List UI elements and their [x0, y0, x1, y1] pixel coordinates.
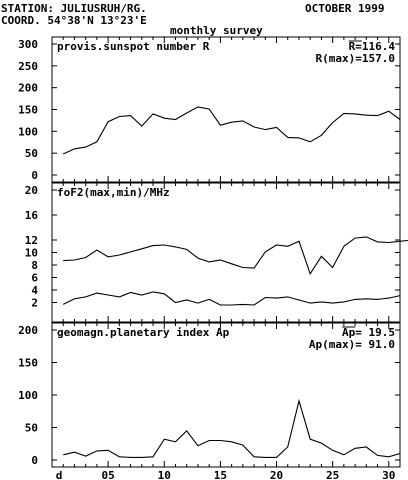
y-tick-label: 0	[31, 169, 38, 182]
y-tick-label: 100	[18, 125, 38, 138]
panel-title-3: geomagn.planetary index Ap	[57, 326, 230, 339]
y-tick-label: 150	[18, 357, 38, 370]
y-tick-label: 8	[31, 259, 38, 272]
x-tick-label: 30	[382, 469, 395, 480]
y-tick-label: 200	[18, 324, 38, 337]
y-tick-label: 2	[31, 297, 38, 310]
y-tick-label: 6	[31, 272, 38, 285]
panel-annotation: R=116.4	[349, 40, 396, 53]
y-tick-label: 16	[25, 209, 39, 222]
y-tick-label: 20	[25, 184, 38, 197]
y-tick-label: 50	[25, 147, 38, 160]
x-tick-label: 10	[158, 469, 171, 480]
series-line-1-1	[62, 106, 401, 155]
panel-annotation: Ap= 19.5	[342, 326, 395, 339]
x-tick-label: 20	[270, 469, 283, 480]
x-tick-label: 25	[326, 469, 339, 480]
y-tick-label: 0	[31, 454, 38, 467]
panel-annotation: Ap(max)= 91.0	[309, 338, 395, 351]
panel-title-2: foF2(max,min)/MHz	[57, 186, 170, 199]
y-tick-label: 150	[18, 104, 38, 117]
survey-label: monthly survey	[170, 24, 263, 37]
series-line-3-1	[63, 398, 401, 458]
y-tick-label: 4	[31, 284, 38, 297]
y-tick-label: 50	[25, 422, 38, 435]
panel-annotation: R(max)=157.0	[316, 52, 395, 65]
y-tick-label: 100	[18, 389, 38, 402]
series-line-2-1	[63, 236, 408, 276]
y-tick-label: 250	[18, 60, 38, 73]
y-tick-label: 300	[18, 38, 38, 51]
series-line-2-2	[62, 291, 401, 306]
panel-title-1: provis.sunspot number R	[57, 40, 210, 53]
y-tick-label: 200	[18, 82, 38, 95]
month-label: OCTOBER 1999	[305, 2, 385, 15]
x-tick-label: 05	[102, 469, 115, 480]
coord-label: COORD. 54°38'N 13°23'E	[1, 14, 147, 27]
y-tick-label: 12	[25, 234, 38, 247]
x-tick-label: d	[56, 469, 63, 480]
y-tick-label: 10	[25, 247, 38, 260]
station-label: STATION: JULIUSRUH/RG.	[1, 2, 147, 15]
x-tick-label: 15	[214, 469, 227, 480]
